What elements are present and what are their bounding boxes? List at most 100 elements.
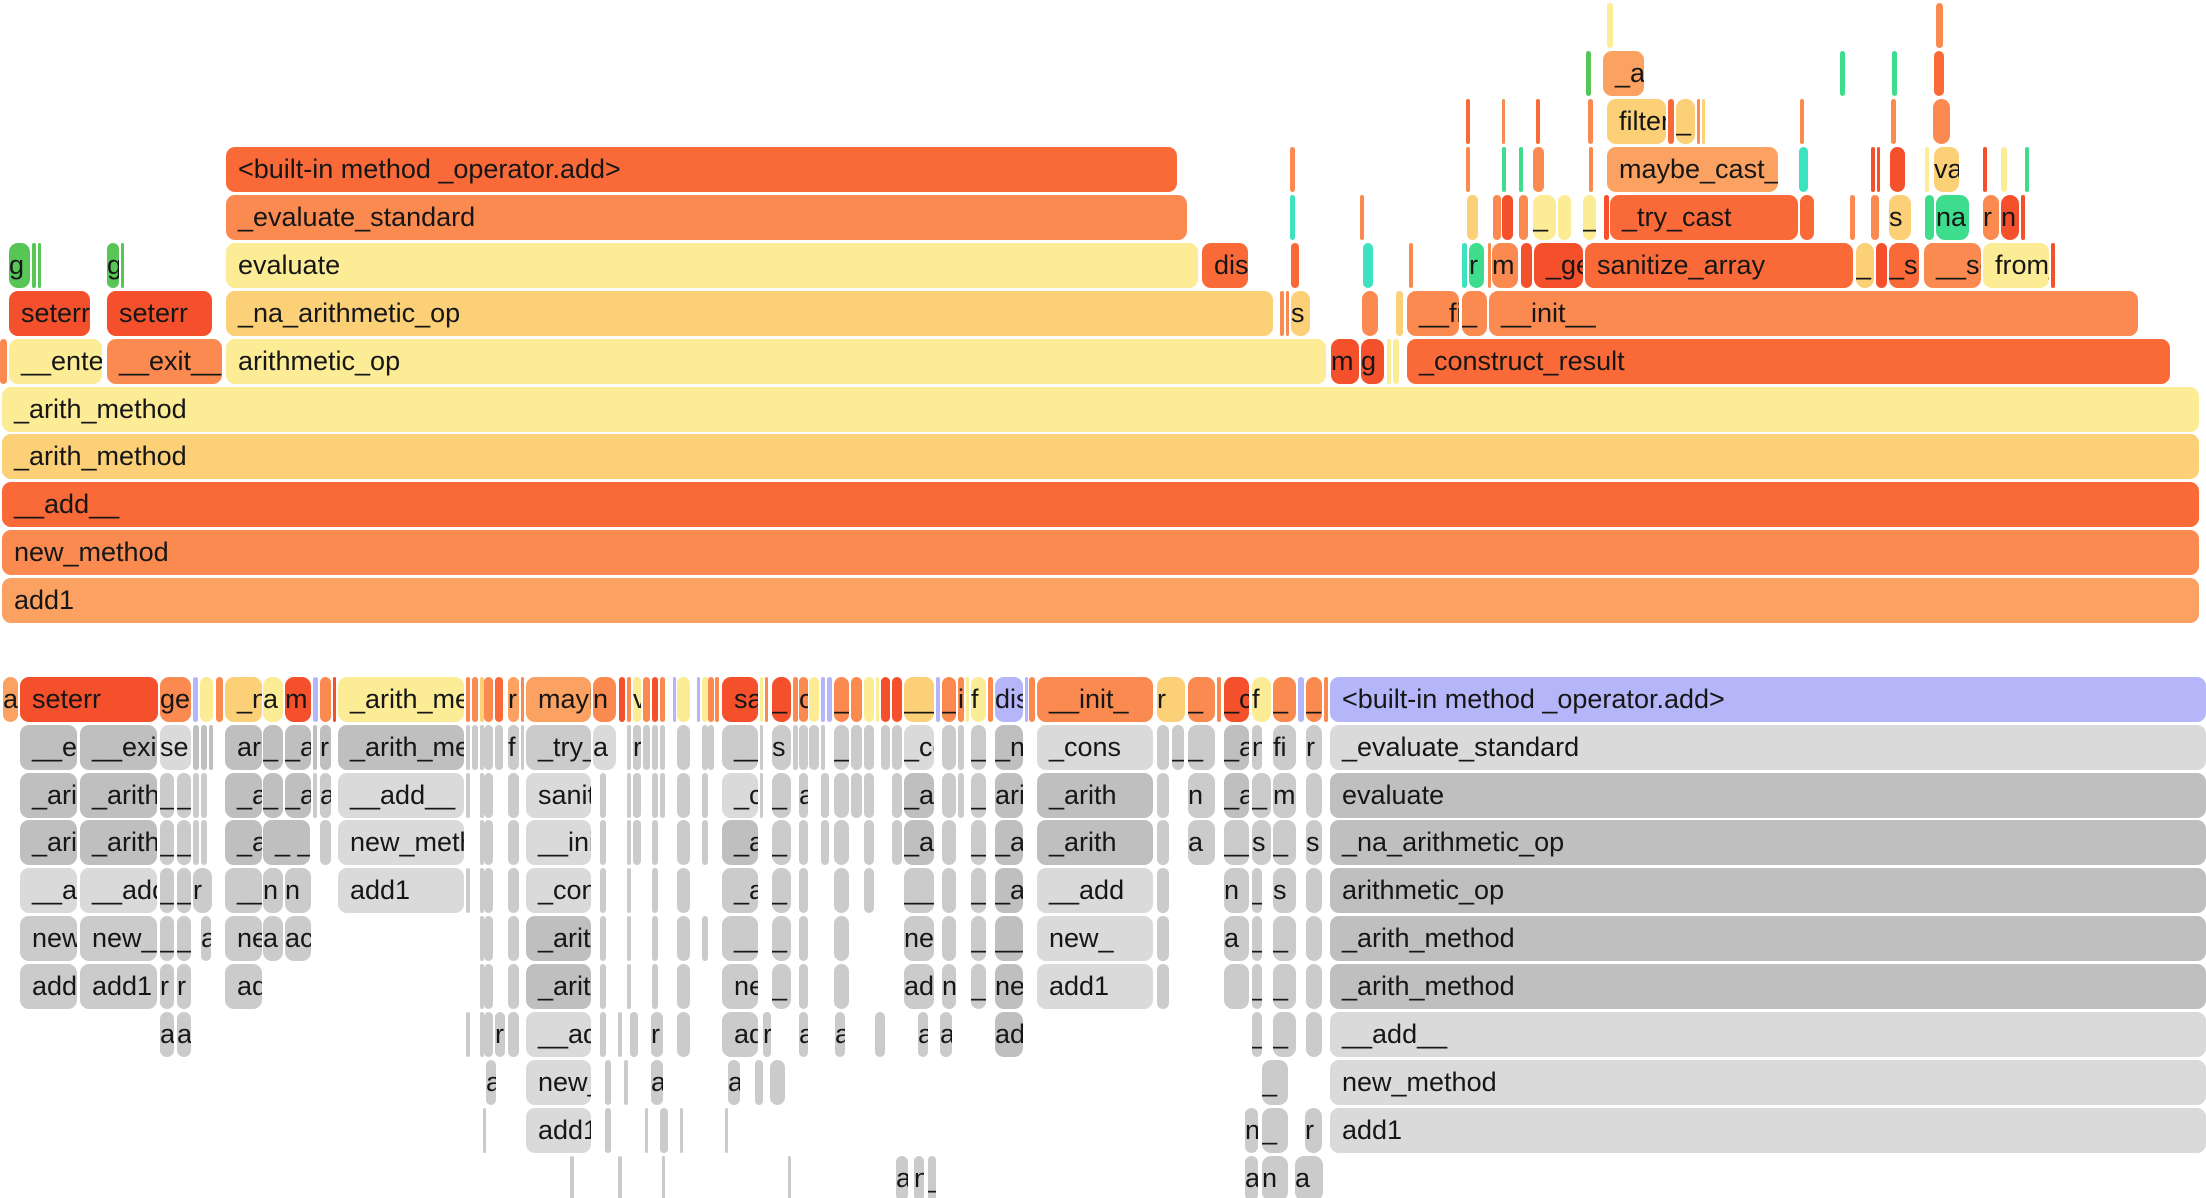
- frame-_[interactable]: _: [1252, 868, 1262, 913]
- frame-sliver[interactable]: [1586, 51, 1591, 96]
- frame-__add__[interactable]: __add__: [2, 482, 2199, 527]
- frame-_a[interactable]: _a: [1603, 51, 1644, 96]
- frame-se[interactable]: se: [160, 725, 191, 770]
- frame-__add_[interactable]: __add_: [80, 868, 157, 913]
- frame-n[interactable]: n: [263, 868, 283, 913]
- frame-a[interactable]: a: [1245, 1156, 1258, 1198]
- frame-sliver[interactable]: [1588, 99, 1593, 144]
- frame-sliver[interactable]: [1502, 195, 1513, 240]
- frame-sliver[interactable]: [809, 677, 819, 722]
- frame-ac[interactable]: ac: [285, 916, 311, 961]
- frame-_[interactable]: _: [834, 677, 849, 722]
- frame-_na[interactable]: _na: [995, 725, 1023, 770]
- frame-sliver[interactable]: [1871, 147, 1875, 192]
- frame-sliver[interactable]: [1876, 243, 1887, 288]
- frame-r[interactable]: r: [177, 964, 191, 1009]
- frame-n[interactable]: n: [593, 677, 616, 722]
- frame-sliver[interactable]: [677, 725, 690, 770]
- frame-sliver[interactable]: [1892, 51, 1897, 96]
- frame-nev[interactable]: nev: [904, 916, 934, 961]
- frame-sliver[interactable]: [508, 868, 519, 913]
- frame-sliver[interactable]: [1533, 147, 1544, 192]
- frame-sliver[interactable]: [193, 725, 199, 770]
- frame-sliver[interactable]: [1467, 195, 1478, 240]
- frame-a[interactable]: a: [320, 773, 331, 818]
- frame-sliver[interactable]: [2001, 147, 2007, 192]
- frame-__exit__[interactable]: __exit__: [107, 339, 222, 384]
- frame-sliver[interactable]: [2051, 243, 2055, 288]
- frame-sliver[interactable]: [624, 1060, 628, 1105]
- frame-sliver[interactable]: [480, 725, 484, 770]
- frame-sliver[interactable]: [851, 677, 862, 722]
- frame-sliver[interactable]: [876, 677, 879, 722]
- frame-a[interactable]: a: [896, 1156, 908, 1198]
- frame-f[interactable]: f: [508, 725, 519, 770]
- frame-sliver[interactable]: [484, 820, 493, 865]
- frame-a[interactable]: a: [1295, 1156, 1323, 1198]
- frame-sliver[interactable]: [702, 725, 708, 770]
- frame-sliver[interactable]: [193, 677, 198, 722]
- frame-_[interactable]: _: [772, 916, 791, 961]
- frame-add1[interactable]: add1: [80, 964, 157, 1009]
- frame-sliver[interactable]: [2021, 195, 2025, 240]
- frame-sliver[interactable]: [1840, 51, 1845, 96]
- frame-sliver[interactable]: [677, 820, 690, 865]
- frame-sliver[interactable]: [834, 964, 849, 1009]
- frame-sliver[interactable]: [466, 677, 470, 722]
- frame-add1[interactable]: add1: [20, 964, 77, 1009]
- frame-__enter__[interactable]: __enter__: [9, 339, 102, 384]
- frame-_arit[interactable]: _arit: [20, 773, 77, 818]
- frame-add1[interactable]: add1: [2, 578, 2199, 623]
- frame-add1[interactable]: add1: [338, 868, 464, 913]
- frame-_a[interactable]: _a: [722, 868, 758, 913]
- frame-sliver[interactable]: [864, 773, 874, 818]
- frame-sliver[interactable]: [892, 820, 902, 865]
- frame-v[interactable]: v: [633, 677, 641, 722]
- frame-sliver[interactable]: [600, 773, 606, 818]
- frame-r[interactable]: r: [763, 1012, 771, 1057]
- frame-sliver[interactable]: [1306, 773, 1322, 818]
- frame-sliver[interactable]: [1280, 291, 1284, 336]
- frame-sliver[interactable]: [788, 1156, 791, 1198]
- frame-sliver[interactable]: [834, 868, 849, 913]
- frame-_[interactable]: _: [1273, 820, 1296, 865]
- frame-sliver[interactable]: [677, 677, 690, 722]
- frame-_[interactable]: _: [1583, 195, 1596, 240]
- frame-sliver[interactable]: [618, 1156, 622, 1198]
- frame-__add[interactable]: __add: [526, 1012, 591, 1057]
- frame-sliver[interactable]: [770, 1060, 785, 1105]
- frame-r[interactable]: r: [1983, 195, 1999, 240]
- frame-a[interactable]: a: [799, 773, 808, 818]
- frame-filter[interactable]: filter: [1607, 99, 1666, 144]
- frame-sliver[interactable]: [193, 820, 199, 865]
- frame-f[interactable]: f: [1252, 677, 1271, 722]
- frame-_[interactable]: _: [1252, 964, 1262, 1009]
- frame-sliver[interactable]: [834, 916, 849, 961]
- frame-sliver[interactable]: [958, 773, 964, 818]
- frame-sliver[interactable]: [715, 677, 719, 722]
- frame-m[interactable]: m: [285, 677, 311, 722]
- frame-_a[interactable]: _a: [285, 773, 311, 818]
- frame-sliver[interactable]: [677, 964, 690, 1009]
- frame-_[interactable]: _: [1306, 677, 1322, 722]
- frame-_[interactable]: _: [1273, 677, 1296, 722]
- frame-_arith_me[interactable]: _arith_me: [338, 725, 464, 770]
- frame-nev[interactable]: nev: [995, 964, 1023, 1009]
- frame-sliver[interactable]: [1850, 195, 1855, 240]
- frame-sliver[interactable]: [799, 964, 808, 1009]
- frame-sliver[interactable]: [881, 677, 890, 722]
- frame-sliver[interactable]: [201, 773, 207, 818]
- frame-sliver[interactable]: [864, 868, 874, 913]
- frame-sliver[interactable]: [827, 677, 832, 722]
- frame-a[interactable]: a: [1188, 820, 1215, 865]
- frame-seterr[interactable]: seterr: [107, 291, 212, 336]
- frame-sliver[interactable]: [1362, 291, 1378, 336]
- frame-_[interactable]: _: [942, 677, 956, 722]
- frame-_arit[interactable]: _arit: [20, 820, 77, 865]
- frame-sliver[interactable]: [1387, 339, 1391, 384]
- frame-sliver[interactable]: [645, 1108, 648, 1153]
- frame-m[interactable]: m: [1492, 243, 1518, 288]
- frame-_arith_method[interactable]: _arith_method: [2, 387, 2199, 432]
- frame-__add__[interactable]: __add__: [338, 773, 464, 818]
- frame-dis[interactable]: dis: [995, 677, 1023, 722]
